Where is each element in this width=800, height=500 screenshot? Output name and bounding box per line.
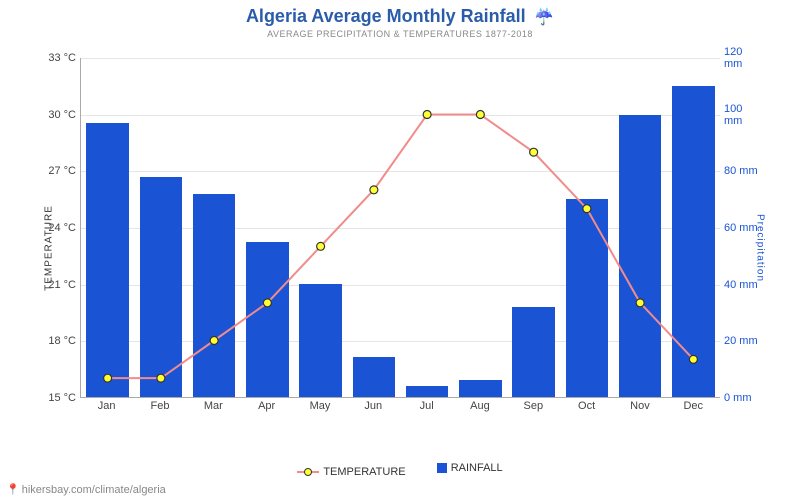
month-label: Jan (80, 400, 133, 412)
rainfall-bars (81, 58, 720, 397)
rainfall-bar (246, 242, 289, 397)
temp-tick: 18 °C (40, 335, 76, 347)
chart-container: Algeria Average Monthly Rainfall ☔ AVERA… (0, 0, 800, 500)
bar-slot (507, 58, 560, 397)
temp-tick: 27 °C (40, 165, 76, 177)
plot-area (80, 58, 720, 398)
pin-icon: 📍 (6, 484, 20, 496)
legend-square-icon (437, 463, 447, 473)
x-axis-labels: JanFebMarAprMayJunJulAugSepOctNovDec (80, 400, 720, 412)
legend: TEMPERATURE RAINFALL (0, 462, 800, 478)
rainfall-bar (459, 380, 502, 397)
bar-slot (294, 58, 347, 397)
month-label: May (293, 400, 346, 412)
rain-tick: 80 mm (724, 165, 760, 177)
rain-tick: 40 mm (724, 279, 760, 291)
month-label: Dec (667, 400, 720, 412)
chart-subtitle: AVERAGE PRECIPITATION & TEMPERATURES 187… (0, 29, 800, 39)
rain-tick: 120 mm (724, 46, 760, 70)
month-label: Mar (187, 400, 240, 412)
temp-tick: 33 °C (40, 52, 76, 64)
legend-rainfall: RAINFALL (437, 462, 503, 474)
rainfall-bar (299, 284, 342, 397)
legend-rainfall-label: RAINFALL (451, 462, 503, 474)
footer: 📍hikersbay.com/climate/algeria (6, 483, 166, 496)
temp-tick: 30 °C (40, 109, 76, 121)
rainfall-bar (193, 194, 236, 397)
legend-marker-icon (304, 468, 312, 476)
month-label: Feb (133, 400, 186, 412)
legend-line-icon (297, 471, 319, 473)
rainfall-bar (86, 123, 129, 397)
legend-temperature-label: TEMPERATURE (323, 466, 405, 478)
bar-slot (134, 58, 187, 397)
rainfall-bar (353, 357, 396, 397)
bar-slot (560, 58, 613, 397)
bar-slot (81, 58, 134, 397)
rain-tick: 60 mm (724, 222, 760, 234)
temp-tick: 24 °C (40, 222, 76, 234)
rainfall-bar (566, 199, 609, 397)
bar-slot (667, 58, 720, 397)
month-label: Jun (347, 400, 400, 412)
month-label: Nov (613, 400, 666, 412)
footer-url: hikersbay.com/climate/algeria (22, 484, 166, 496)
bar-slot (188, 58, 241, 397)
bar-slot (454, 58, 507, 397)
bar-slot (347, 58, 400, 397)
rain-tick: 20 mm (724, 335, 760, 347)
rain-tick: 100 mm (724, 103, 760, 127)
temp-tick: 15 °C (40, 392, 76, 404)
bar-slot (614, 58, 667, 397)
bar-slot (241, 58, 294, 397)
rainfall-bar (406, 386, 449, 397)
rainfall-bar (512, 307, 555, 397)
umbrella-icon: ☔ (534, 7, 554, 27)
rainfall-bar (619, 115, 662, 398)
month-label: Oct (560, 400, 613, 412)
rainfall-bar (140, 177, 183, 397)
month-label: Aug (453, 400, 506, 412)
chart-title: Algeria Average Monthly Rainfall (246, 6, 526, 27)
legend-temperature: TEMPERATURE (297, 466, 405, 478)
rainfall-bar (672, 86, 715, 397)
chart-area: TEMPERATURE Precipitation 15 °C18 °C21 °… (0, 48, 800, 448)
temp-tick: 21 °C (40, 279, 76, 291)
bar-slot (401, 58, 454, 397)
month-label: Apr (240, 400, 293, 412)
rain-tick: 0 mm (724, 392, 760, 404)
month-label: Jul (400, 400, 453, 412)
title-block: Algeria Average Monthly Rainfall ☔ AVERA… (0, 0, 800, 39)
month-label: Sep (507, 400, 560, 412)
